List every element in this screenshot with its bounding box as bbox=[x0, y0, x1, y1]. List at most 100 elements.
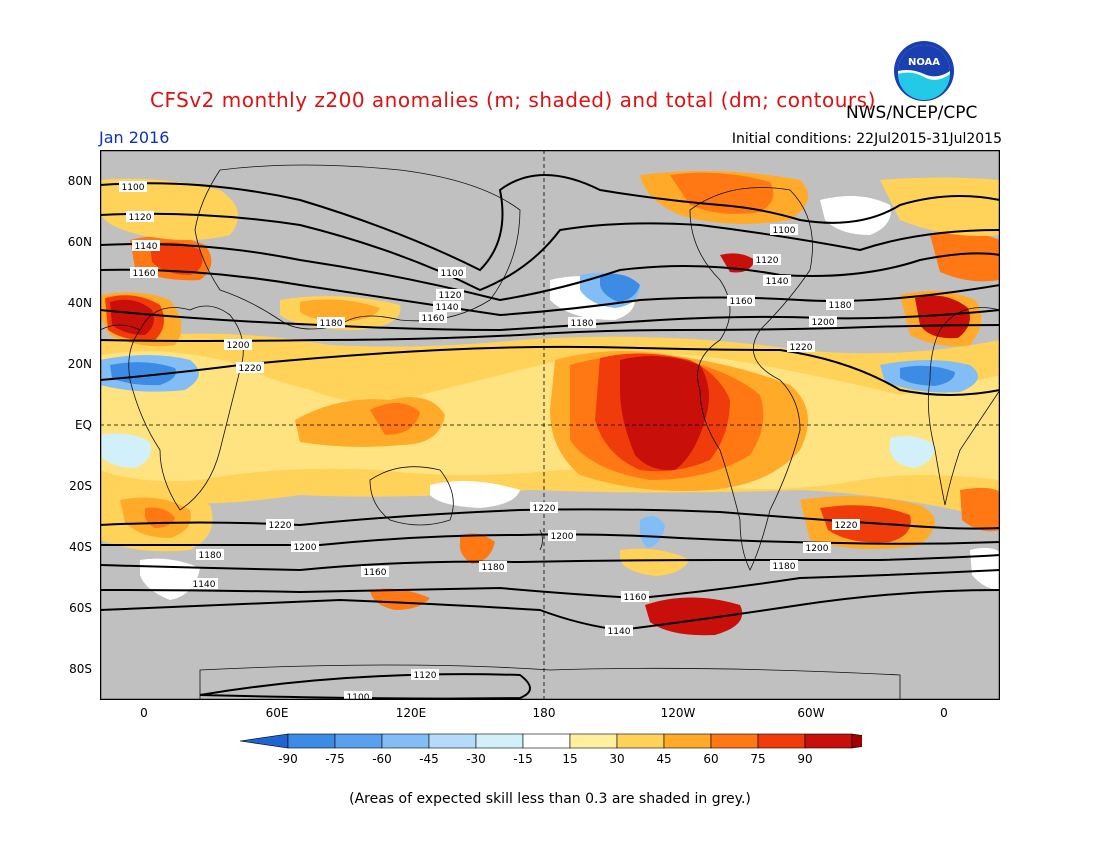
contour-label: 1180 bbox=[196, 549, 224, 561]
contour-label: 1200 bbox=[809, 316, 837, 328]
contour-labels: 1100 1120 1140 1160 1100 1120 1140 1160 … bbox=[119, 181, 860, 700]
svg-text:1200: 1200 bbox=[294, 543, 317, 553]
svg-text:1180: 1180 bbox=[320, 319, 343, 329]
lat-label: 20S bbox=[69, 479, 92, 493]
svg-text:1140: 1140 bbox=[766, 277, 789, 287]
contour-label: 1180 bbox=[479, 561, 507, 573]
contour-label: 1160 bbox=[419, 312, 447, 324]
lon-label: 120E bbox=[395, 706, 427, 720]
colorbar-swatch bbox=[287, 733, 336, 749]
colorbar-swatch bbox=[381, 733, 430, 749]
svg-text:1120: 1120 bbox=[439, 291, 462, 301]
contour-label: 1200 bbox=[548, 530, 576, 542]
contour-label: 1220 bbox=[530, 502, 558, 514]
map-frame bbox=[100, 150, 1000, 700]
svg-text:1220: 1220 bbox=[239, 364, 262, 374]
lat-label: 80N bbox=[67, 174, 92, 188]
colorbar-swatch bbox=[616, 733, 665, 749]
noaa-logo: NOAA bbox=[894, 41, 954, 101]
lon-label: 180 bbox=[532, 706, 556, 720]
contour-label: 1160 bbox=[130, 267, 158, 279]
lat-label: 20N bbox=[67, 357, 92, 371]
svg-text:1120: 1120 bbox=[414, 671, 437, 681]
svg-text:1160: 1160 bbox=[422, 314, 445, 324]
colorbar: -90 -75 -60 -45 -30 -15 15 30 45 60 75 90 bbox=[240, 733, 862, 766]
colorbar-swatch bbox=[240, 733, 289, 749]
svg-text:1200: 1200 bbox=[227, 341, 250, 351]
contour-label: 1100 bbox=[119, 181, 147, 193]
contour-label: 1180 bbox=[568, 317, 596, 329]
colorbar-swatch bbox=[804, 733, 853, 749]
colorbar-tick-label: 15 bbox=[562, 752, 577, 766]
svg-text:1100: 1100 bbox=[441, 269, 464, 279]
contour-label: 1140 bbox=[763, 275, 791, 287]
colorbar-swatch bbox=[757, 733, 806, 749]
colorbar-swatch bbox=[663, 733, 712, 749]
contour-label: 1160 bbox=[621, 591, 649, 603]
contour-label: 1140 bbox=[190, 578, 218, 590]
contour-label: 1200 bbox=[224, 339, 252, 351]
contour-label: 1160 bbox=[727, 295, 755, 307]
colorbar-swatch bbox=[710, 733, 759, 749]
colorbar-tick-label: -45 bbox=[419, 752, 439, 766]
colorbar-swatch bbox=[569, 733, 618, 749]
svg-text:1200: 1200 bbox=[806, 544, 829, 554]
svg-text:1160: 1160 bbox=[133, 269, 156, 279]
svg-text:1220: 1220 bbox=[269, 521, 292, 531]
svg-text:1160: 1160 bbox=[730, 297, 753, 307]
forecast-month: Jan 2016 bbox=[99, 128, 170, 147]
contour-label: 1120 bbox=[126, 211, 154, 223]
chart-title: CFSv2 monthly z200 anomalies (m; shaded)… bbox=[150, 88, 876, 112]
contour-label: 1180 bbox=[770, 560, 798, 572]
lat-label: 40N bbox=[67, 296, 92, 310]
contour-label: 1120 bbox=[436, 289, 464, 301]
colorbar-tick-label: -15 bbox=[513, 752, 533, 766]
svg-text:1220: 1220 bbox=[790, 343, 813, 353]
lon-label: 60W bbox=[797, 706, 825, 720]
colorbar-tick-label: 45 bbox=[656, 752, 671, 766]
svg-text:1140: 1140 bbox=[608, 627, 631, 637]
colorbar-swatch bbox=[522, 733, 571, 749]
agency-label: NWS/NCEP/CPC bbox=[846, 103, 978, 123]
lon-label: 0 bbox=[940, 706, 948, 720]
svg-text:1220: 1220 bbox=[835, 521, 858, 531]
coastlines bbox=[100, 164, 1000, 700]
lon-label: 0 bbox=[140, 706, 148, 720]
contour-label: 1220 bbox=[266, 519, 294, 531]
colorbar-tick-label: -75 bbox=[325, 752, 345, 766]
svg-text:1180: 1180 bbox=[773, 562, 796, 572]
contour-label: 1200 bbox=[803, 542, 831, 554]
contour-label: 1140 bbox=[132, 240, 160, 252]
lat-label: 80S bbox=[69, 662, 92, 676]
svg-text:1100: 1100 bbox=[773, 226, 796, 236]
contour-label: 1180 bbox=[317, 317, 345, 329]
svg-text:1160: 1160 bbox=[364, 568, 387, 578]
svg-text:1180: 1180 bbox=[199, 551, 222, 561]
colorbar-tick-label: 75 bbox=[750, 752, 765, 766]
svg-text:1180: 1180 bbox=[571, 319, 594, 329]
svg-text:1180: 1180 bbox=[482, 563, 505, 573]
svg-text:1140: 1140 bbox=[193, 580, 216, 590]
colorbar-swatch bbox=[475, 733, 524, 749]
colorbar-swatch bbox=[428, 733, 477, 749]
svg-text:1160: 1160 bbox=[624, 593, 647, 603]
colorbar-tick-label: -60 bbox=[372, 752, 392, 766]
colorbar-swatch bbox=[334, 733, 383, 749]
svg-text:1220: 1220 bbox=[533, 504, 556, 514]
colorbar-tick-label: 60 bbox=[703, 752, 718, 766]
svg-text:1200: 1200 bbox=[812, 318, 835, 328]
lat-label: 60N bbox=[67, 235, 92, 249]
svg-text:1180: 1180 bbox=[829, 301, 852, 311]
svg-text:1140: 1140 bbox=[436, 303, 459, 313]
contour-label: 1100 bbox=[770, 224, 798, 236]
lon-label: 120W bbox=[660, 706, 696, 720]
colorbar-tick-label: 30 bbox=[609, 752, 624, 766]
contour-label: 1220 bbox=[787, 341, 815, 353]
skill-footnote: (Areas of expected skill less than 0.3 a… bbox=[349, 791, 751, 807]
contour-label: 1120 bbox=[753, 254, 781, 266]
contour-label: 1140 bbox=[605, 625, 633, 637]
svg-text:1140: 1140 bbox=[135, 242, 158, 252]
anomaly-map: 1100 1120 1140 1160 1100 1120 1140 1160 … bbox=[100, 150, 1000, 700]
initial-conditions: Initial conditions: 22Jul2015-31Jul2015 bbox=[731, 131, 1002, 147]
colorbar-tick-label: -30 bbox=[466, 752, 486, 766]
